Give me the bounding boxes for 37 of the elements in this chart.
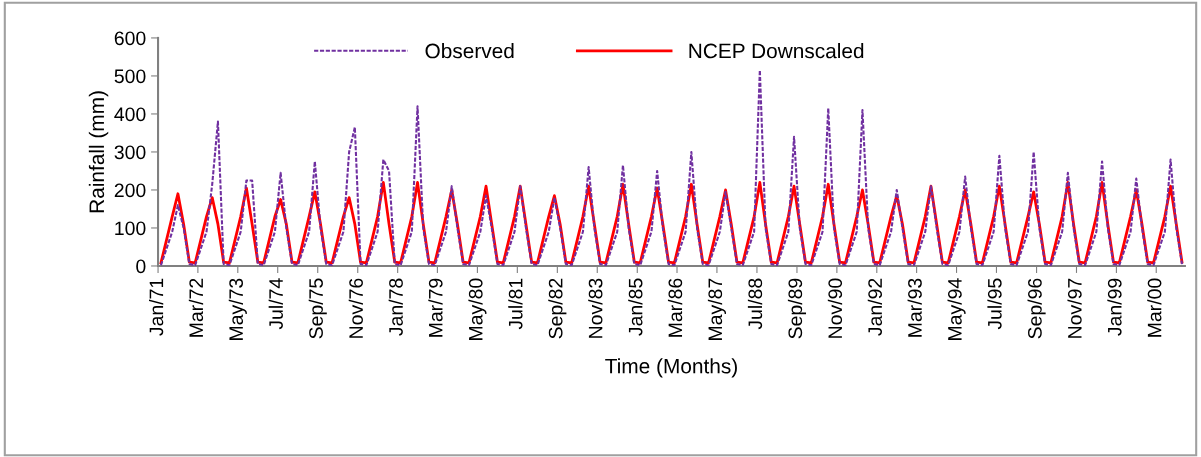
- x-tick-label: Jul/81: [508, 278, 523, 330]
- x-tick-label: Jul/88: [747, 278, 763, 330]
- x-tick-label: Mar/79: [428, 278, 443, 337]
- legend-label: Observed: [425, 43, 514, 59]
- y-tick-label: 500: [114, 69, 146, 84]
- legend-label: NCEP Downscaled: [689, 43, 864, 59]
- x-tick-label: Mar/00: [1147, 278, 1162, 337]
- y-tick-label: 200: [114, 183, 146, 198]
- y-tick-label: 400: [114, 107, 146, 122]
- y-tick-label: 100: [115, 221, 146, 236]
- x-tick-label: Mar/86: [667, 278, 683, 337]
- x-tick-label: Mar/72: [188, 278, 204, 337]
- y-tick-label: 0: [136, 259, 146, 274]
- x-axis-title: Time (Months): [605, 358, 737, 378]
- x-tick-label: May/87: [707, 278, 726, 340]
- y-axis-title: Rainfall (mm): [88, 91, 109, 213]
- x-tick-label: Nov/76: [348, 278, 363, 338]
- x-tick-label: May/73: [228, 278, 247, 340]
- x-tick-label: Jan/92: [867, 278, 883, 336]
- x-tick-label: May/80: [468, 278, 487, 340]
- x-tick-label: Jan/99: [1107, 278, 1122, 336]
- y-tick-label: 300: [114, 145, 146, 160]
- x-tick-label: Jul/74: [268, 278, 283, 330]
- x-tick-label: Mar/93: [907, 278, 922, 337]
- x-tick-label: Jul/95: [987, 278, 1002, 330]
- x-tick-label: Nov/90: [827, 278, 843, 338]
- x-tick-label: Sep/96: [1027, 278, 1046, 339]
- x-tick-label: Nov/97: [1067, 278, 1082, 338]
- x-tick-label: Sep/75: [308, 278, 327, 339]
- x-tick-label: May/94: [947, 278, 966, 340]
- x-tick-label: Sep/89: [787, 278, 807, 339]
- x-tick-label: Sep/82: [548, 278, 567, 339]
- y-tick-label: 600: [114, 31, 146, 46]
- x-tick-label: Jan/85: [628, 278, 643, 336]
- x-tick-label: Nov/83: [588, 278, 603, 338]
- x-tick-label: Jan/71: [148, 278, 164, 336]
- x-tick-label: Jan/78: [388, 278, 403, 336]
